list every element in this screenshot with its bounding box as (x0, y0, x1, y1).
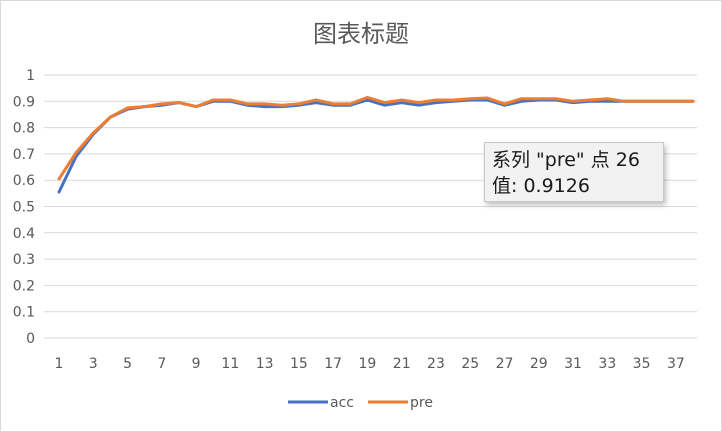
x-tick-label: 11 (221, 356, 239, 372)
x-tick-label: 17 (324, 356, 342, 372)
series-line-pre[interactable] (57, 95, 695, 181)
x-tick-label: 1 (55, 356, 64, 372)
x-axis-ticks: 1 3 5 7 9 11 13 15 17 19 21 23 25 27 29 31 33 35 37 (55, 356, 685, 372)
legend-item-acc[interactable]: acc (288, 395, 354, 411)
series-lines (57, 95, 695, 194)
gridlines (44, 74, 697, 339)
y-tick-label: 0.9 (13, 94, 35, 110)
x-tick-label: 21 (393, 356, 411, 372)
x-tick-label: 19 (359, 356, 377, 372)
y-axis-ticks: 0 0.1 0.2 0.3 0.4 0.5 0.6 0.7 0.8 0.9 1 (13, 68, 35, 347)
y-tick-label: 0 (26, 331, 35, 347)
y-tick-label: 0.1 (13, 305, 35, 321)
x-tick-label: 27 (496, 356, 514, 372)
legend-label: acc (330, 395, 354, 411)
x-tick-label: 9 (192, 356, 201, 372)
x-tick-label: 33 (598, 356, 616, 372)
legend: acc pre (288, 395, 433, 411)
x-tick-label: 35 (633, 356, 651, 372)
tooltip-series-line: 系列 "pre" 点 26 (492, 149, 640, 171)
x-tick-label: 37 (667, 356, 685, 372)
y-tick-label: 0.2 (13, 278, 35, 294)
x-tick-label: 29 (530, 356, 548, 372)
y-tick-label: 0.4 (13, 226, 35, 242)
tooltip-value-line: 值: 0.9126 (492, 175, 590, 197)
y-tick-label: 0.5 (13, 200, 35, 216)
x-tick-label: 31 (564, 356, 582, 372)
x-tick-label: 3 (89, 356, 98, 372)
x-tick-label: 7 (157, 356, 166, 372)
y-tick-label: 0.6 (13, 173, 35, 189)
x-tick-label: 25 (461, 356, 479, 372)
legend-item-pre[interactable]: pre (368, 395, 433, 411)
y-tick-label: 0.3 (13, 252, 35, 268)
chart-title: 图表标题 (313, 20, 409, 48)
y-tick-label: 0.7 (13, 147, 35, 163)
data-point-tooltip: 系列 "pre" 点 26 值: 0.9126 (484, 142, 664, 202)
y-tick-label: 1 (26, 68, 35, 84)
x-tick-label: 23 (427, 356, 445, 372)
x-tick-label: 5 (123, 356, 132, 372)
x-tick-label: 13 (256, 356, 274, 372)
x-tick-label: 15 (290, 356, 308, 372)
y-tick-label: 0.8 (13, 121, 35, 137)
legend-label: pre (410, 395, 433, 411)
